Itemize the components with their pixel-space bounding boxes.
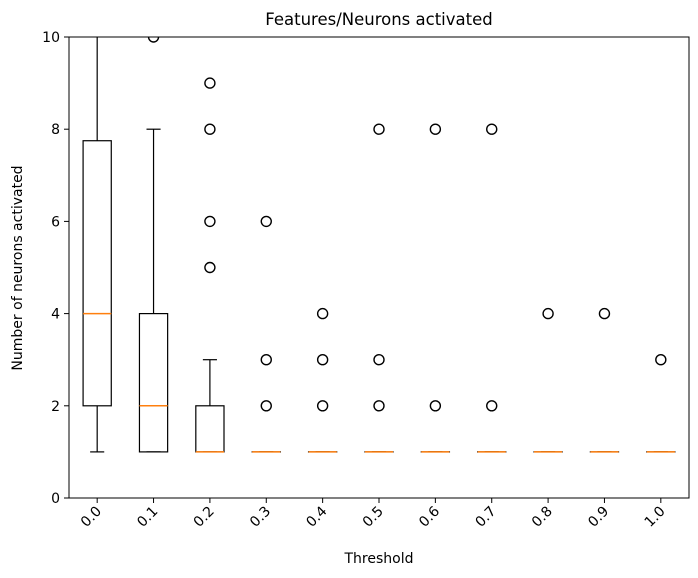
flier	[204, 261, 216, 274]
flier	[598, 307, 611, 320]
x-axis-label: Threshold	[344, 551, 414, 567]
x-tick-label: 0.1	[134, 504, 161, 531]
flier	[204, 215, 216, 228]
x-tick-label: 0.6	[416, 503, 443, 530]
x-tick-label: 0.5	[360, 504, 387, 531]
plot-area	[82, 37, 676, 453]
x-tick-label: 0.9	[585, 504, 612, 531]
box	[195, 405, 225, 453]
flier	[486, 400, 498, 412]
y-axis-label: Number of neurons activated	[10, 165, 26, 370]
x-tick-label: 1.0	[642, 504, 669, 531]
y-tick-label: 0	[51, 491, 60, 507]
flier	[260, 400, 272, 412]
flier	[429, 400, 442, 412]
flier	[429, 123, 442, 135]
x-tick-label: 0.4	[303, 503, 330, 530]
y-tick-label: 2	[51, 399, 60, 415]
x-tick-label: 0.7	[472, 504, 499, 531]
y-tick-label: 8	[51, 122, 60, 138]
y-tick-label: 4	[51, 307, 60, 323]
x-tick-label: 0.2	[191, 504, 218, 531]
axes-frame	[68, 36, 690, 499]
box	[82, 140, 112, 407]
y-tick-label: 10	[42, 30, 60, 46]
flier	[204, 77, 216, 89]
flier	[260, 354, 272, 366]
x-tick-label: 0.8	[529, 504, 556, 531]
flier	[316, 307, 329, 320]
flier	[542, 307, 554, 320]
flier	[316, 400, 329, 412]
flier	[316, 354, 329, 366]
flier	[373, 123, 385, 135]
flier	[373, 354, 385, 366]
x-tick-label: 0.3	[247, 504, 274, 531]
flier	[486, 123, 498, 135]
flier	[147, 37, 160, 43]
flier	[260, 215, 272, 228]
flier	[655, 354, 667, 366]
x-tick-label: 0.0	[78, 504, 105, 531]
chart-title: Features/Neurons activated	[265, 10, 492, 29]
flier	[204, 123, 216, 135]
box	[138, 313, 169, 453]
flier	[373, 400, 385, 412]
y-tick-label: 6	[51, 214, 60, 230]
